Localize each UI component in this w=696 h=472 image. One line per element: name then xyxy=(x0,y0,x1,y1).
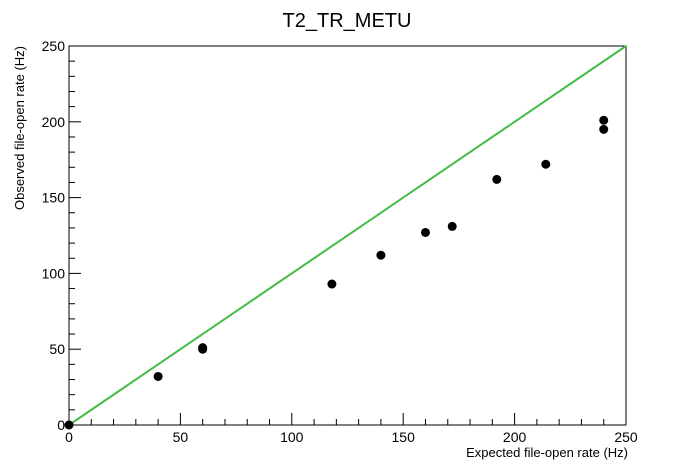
data-points xyxy=(64,115,609,430)
data-point xyxy=(492,174,502,184)
x-axis-label: Expected file-open rate (Hz) xyxy=(466,445,628,460)
data-point xyxy=(420,227,430,237)
y-tick-label: 250 xyxy=(42,38,66,54)
data-point xyxy=(64,420,74,430)
y-axis-label: Observed file-open rate (Hz) xyxy=(12,46,27,210)
y-tick-label: 150 xyxy=(42,190,66,206)
data-point xyxy=(447,221,457,231)
y-tick-label: 0 xyxy=(57,417,65,433)
data-point xyxy=(541,159,551,169)
data-point xyxy=(153,371,163,381)
y-axis: 0 50 100 150 200 250 xyxy=(42,38,81,433)
plot-frame xyxy=(68,45,627,426)
x-tick-label: 0 xyxy=(65,429,73,445)
chart-title: T2_TR_METU xyxy=(283,10,412,32)
x-axis: 0 50 100 150 200 250 xyxy=(65,413,638,445)
data-point xyxy=(376,250,386,260)
x-tick-label: 200 xyxy=(503,429,527,445)
data-point xyxy=(327,279,337,289)
x-tick-label: 150 xyxy=(392,429,416,445)
x-tick-label: 250 xyxy=(614,429,638,445)
data-point xyxy=(599,115,609,125)
y-tick-label: 200 xyxy=(42,114,66,130)
data-point xyxy=(198,343,208,353)
reference-line xyxy=(68,45,627,426)
y-tick-label: 100 xyxy=(42,265,66,281)
data-point xyxy=(599,124,609,134)
y-tick-label: 50 xyxy=(49,341,65,357)
x-tick-label: 100 xyxy=(280,429,304,445)
x-tick-label: 50 xyxy=(173,429,189,445)
